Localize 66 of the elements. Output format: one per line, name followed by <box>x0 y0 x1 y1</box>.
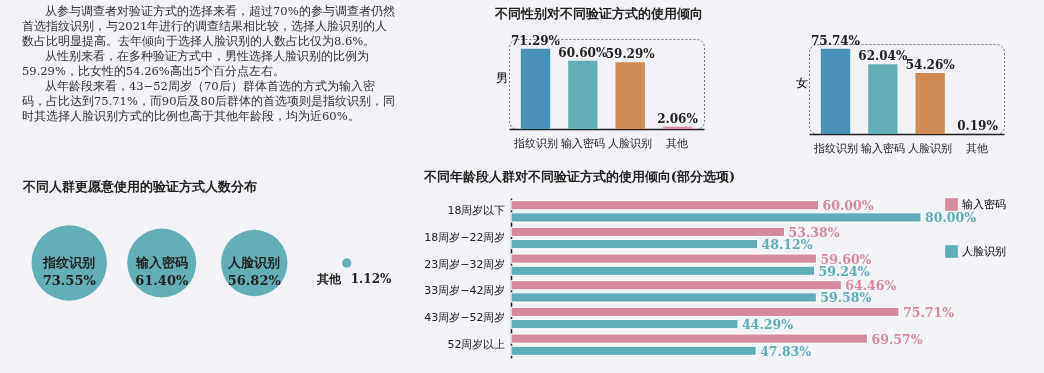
y-tick-label: 18周岁−22周岁 <box>424 231 506 244</box>
x-tick-label: 其他 <box>966 141 989 155</box>
data-label: 80.00% <box>925 210 977 226</box>
bar <box>510 280 842 291</box>
y-tick-label: 52周岁以上 <box>447 337 506 351</box>
bar <box>510 253 817 264</box>
x-tick-label: 人脸识别 <box>908 141 953 155</box>
data-label: 0.19% <box>957 118 999 133</box>
bar <box>615 62 645 129</box>
y-tick-label: 43周岁−52周岁 <box>424 311 506 324</box>
bar <box>868 64 898 134</box>
x-tick-label: 输入密码 <box>560 136 605 150</box>
data-label: 75.71% <box>903 304 955 320</box>
chart-title: 不同年龄段人群对不同验证方式的使用倾向(部分选项) <box>422 169 736 184</box>
y-tick-label: 18周岁以下 <box>447 204 506 218</box>
data-label: 53.38% <box>788 224 840 240</box>
bar <box>510 345 757 356</box>
bar <box>820 48 851 134</box>
data-label: 59.58% <box>820 290 872 306</box>
legend-label: 人脸识别 <box>962 244 1006 258</box>
x-tick-label: 指纹识别 <box>812 141 858 155</box>
bar <box>568 60 598 129</box>
y-axis-title: 女 <box>795 75 808 90</box>
x-tick-label: 人脸识别 <box>608 136 653 150</box>
bar <box>510 306 900 317</box>
data-label: 48.12% <box>761 237 813 253</box>
data-label: 61.40% <box>135 273 189 288</box>
bar <box>510 212 922 223</box>
text: 不同人群更愿意使用的验证方式人数分布 <box>22 179 257 194</box>
text: 从参与调查者对验证方式的选择来看，超过70%的参与调查者仍然首选指纹识别，与2021年进行的调查结果相比较，选择人脸识别的人数占比明显提高。去年倾向于选择人脸识别的人数占比仅为8.6%。 <box>22 4 396 49</box>
chart-title: 不同性别对不同验证方式的使用倾向 <box>494 5 703 21</box>
category-label: 其他 <box>315 272 342 286</box>
bar <box>510 265 816 276</box>
data-label: 71.29% <box>511 33 561 48</box>
data-label: 73.55% <box>42 273 97 288</box>
x-tick-label: 其他 <box>666 136 689 150</box>
bar <box>510 292 817 303</box>
x-tick-label: 指纹识别 <box>512 136 558 150</box>
data-label: 75.74% <box>811 33 861 48</box>
category-label: 输入密码 <box>134 255 188 270</box>
legend-label: 输入密码 <box>962 197 1006 211</box>
data-label: 69.57% <box>871 331 923 347</box>
bar <box>520 48 551 129</box>
data-label: 47.83% <box>760 343 812 359</box>
bar <box>510 226 786 237</box>
bar <box>510 319 739 330</box>
data-label: 59.29% <box>605 47 656 62</box>
category-label: 指纹识别 <box>42 255 96 270</box>
category-label: 人脸识别 <box>227 255 281 270</box>
y-tick-label: 23周岁−32周岁 <box>424 257 506 271</box>
bar <box>510 333 869 344</box>
bar <box>510 239 759 250</box>
data-label: 60.60% <box>558 45 608 60</box>
text: 从性别来看，在多种验证方式中，男性选择人脸识别的比例为59.29%，比女性的54.26%高出5个百分点左右。 <box>22 49 370 79</box>
data-label: 44.29% <box>741 317 794 333</box>
y-axis-title: 男 <box>495 70 508 85</box>
y-tick-label: 33周岁−42周岁 <box>424 284 506 298</box>
bar <box>510 200 819 211</box>
text: 从年龄段来看，43−52周岁（70后）群体首选的方式为输入密码，占比达到75.71%，而90后及80后群体的首选项则是指纹识别，同时其选择人脸识别方式的比例也高于其他年龄段，均为近60%。 <box>22 79 397 124</box>
data-label: 1.12% <box>350 272 392 286</box>
data-label: 2.06% <box>657 111 699 126</box>
data-label: 56.82% <box>227 273 282 288</box>
data-label: 62.04% <box>858 49 908 64</box>
data-label: 60.00% <box>822 198 874 214</box>
x-tick-label: 输入密码 <box>860 141 905 155</box>
bar <box>915 72 945 134</box>
